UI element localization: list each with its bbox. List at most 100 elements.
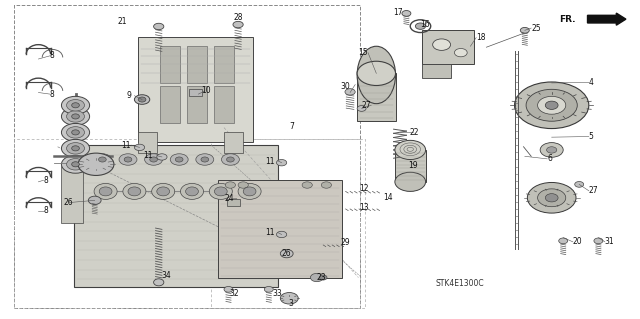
Ellipse shape [243,187,256,196]
Ellipse shape [61,123,90,141]
Text: 11: 11 [122,141,131,150]
Ellipse shape [67,143,84,154]
Ellipse shape [559,238,568,244]
Ellipse shape [134,95,150,104]
Polygon shape [218,180,342,278]
Ellipse shape [138,97,146,102]
Polygon shape [138,37,253,142]
Ellipse shape [209,183,232,199]
Text: 33: 33 [272,289,282,298]
Text: 3: 3 [288,299,293,308]
Ellipse shape [88,196,101,204]
Ellipse shape [276,231,287,238]
Text: 20: 20 [573,237,582,246]
Ellipse shape [99,187,112,196]
Text: STK4E1300C: STK4E1300C [435,279,484,288]
Ellipse shape [520,27,529,33]
Text: 30: 30 [340,82,350,91]
Ellipse shape [225,182,236,188]
Text: 25: 25 [531,24,541,33]
Polygon shape [227,199,240,206]
Ellipse shape [280,249,293,258]
Polygon shape [357,73,396,121]
Text: FR.: FR. [559,15,576,24]
Ellipse shape [221,154,239,165]
Ellipse shape [264,286,273,292]
Ellipse shape [67,127,84,138]
Text: 7: 7 [289,122,294,130]
Ellipse shape [150,157,157,162]
Text: 18: 18 [476,33,486,42]
Ellipse shape [357,46,396,104]
Ellipse shape [395,172,426,191]
Ellipse shape [538,96,566,114]
Ellipse shape [515,82,589,129]
Ellipse shape [61,108,90,125]
Polygon shape [187,46,207,83]
Text: 32: 32 [229,289,239,298]
Text: 23: 23 [317,273,326,282]
Ellipse shape [238,183,261,199]
Ellipse shape [575,182,584,187]
Text: 10: 10 [202,86,211,95]
Ellipse shape [145,154,163,165]
Bar [14,5,360,308]
Polygon shape [395,150,426,182]
Text: 8: 8 [44,176,48,185]
Text: 16: 16 [420,20,429,29]
Ellipse shape [357,61,396,85]
Ellipse shape [594,238,603,244]
Text: 22: 22 [410,128,419,137]
Ellipse shape [280,293,298,304]
Ellipse shape [196,154,214,165]
Ellipse shape [547,147,557,153]
Text: 29: 29 [340,238,350,247]
Ellipse shape [238,182,248,188]
Ellipse shape [72,130,79,135]
Ellipse shape [545,101,558,109]
Ellipse shape [72,146,79,151]
Text: 27: 27 [362,101,371,110]
FancyArrow shape [588,13,626,25]
Text: 8: 8 [50,90,54,99]
Text: 4: 4 [589,78,594,87]
Text: 26: 26 [64,198,74,207]
Text: 27: 27 [589,186,598,195]
Text: 12: 12 [360,184,369,193]
Polygon shape [138,132,157,153]
Ellipse shape [93,154,111,165]
Ellipse shape [157,187,170,196]
Ellipse shape [310,273,323,282]
Polygon shape [189,89,202,96]
Ellipse shape [433,39,451,50]
Ellipse shape [128,187,141,196]
Ellipse shape [123,183,146,199]
Text: 24: 24 [225,194,234,203]
Polygon shape [422,30,474,64]
Ellipse shape [170,154,188,165]
Polygon shape [74,145,278,287]
Bar [14,139,360,308]
Ellipse shape [415,23,426,29]
Ellipse shape [61,96,90,114]
Ellipse shape [545,194,558,202]
Polygon shape [422,64,451,78]
Ellipse shape [134,144,145,151]
Ellipse shape [276,160,287,166]
Text: 34: 34 [161,271,171,280]
Ellipse shape [395,140,426,160]
Text: 11: 11 [266,157,275,166]
Ellipse shape [319,275,327,280]
Ellipse shape [157,154,167,160]
Ellipse shape [526,89,577,121]
Text: 11: 11 [266,228,275,237]
Text: 21: 21 [117,17,127,26]
Ellipse shape [233,21,243,28]
Ellipse shape [72,162,79,167]
Ellipse shape [154,279,164,286]
Ellipse shape [72,103,79,108]
Text: 11: 11 [143,151,152,160]
Polygon shape [160,46,180,83]
Ellipse shape [201,157,209,162]
Polygon shape [214,46,234,83]
